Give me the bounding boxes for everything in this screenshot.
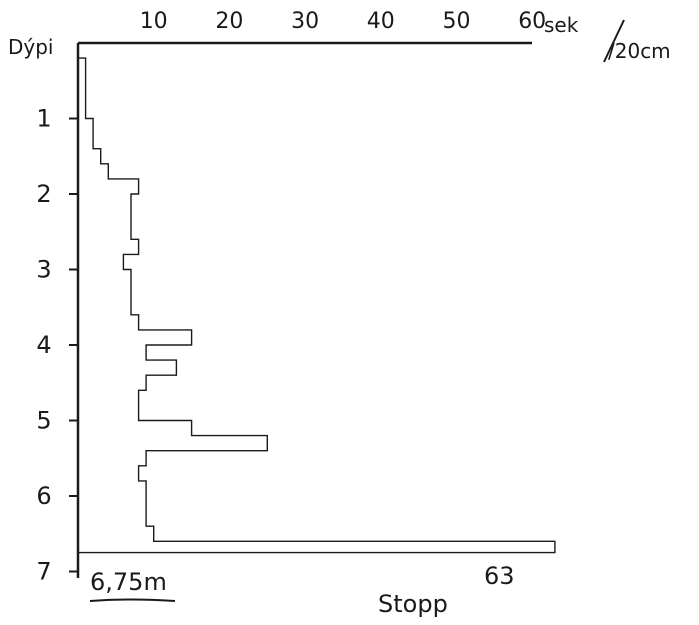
y-tick-label: 4 bbox=[36, 331, 51, 359]
depth-interval-bar bbox=[78, 134, 93, 149]
depth-interval-bar bbox=[78, 164, 108, 179]
x-tick-label: 60 bbox=[518, 9, 546, 34]
y-tick-label: 6 bbox=[36, 482, 51, 510]
step-outline bbox=[78, 57, 556, 554]
x-tick-label: 40 bbox=[367, 9, 395, 34]
depth-interval-bar bbox=[78, 119, 93, 134]
depth-interval-bar bbox=[78, 345, 146, 360]
y-ticks: 1 2 3 4 5 6 7 bbox=[36, 105, 78, 586]
y-tick-label: 2 bbox=[36, 180, 51, 208]
x-tick-labels: 10 20 30 40 50 60 bbox=[140, 9, 547, 34]
x-axis-unit: sek bbox=[544, 13, 579, 37]
y-tick-label: 3 bbox=[36, 256, 51, 284]
y-axis-title: Dýpi bbox=[8, 35, 54, 59]
depth-interval-bar bbox=[78, 421, 192, 436]
unit-slash bbox=[603, 19, 625, 63]
x-tick-label: 30 bbox=[291, 9, 319, 34]
y-tick-label: 5 bbox=[36, 407, 51, 435]
x-tick-label: 10 bbox=[140, 9, 168, 34]
depth-interval-bar bbox=[78, 526, 154, 541]
depth-interval-bar bbox=[78, 224, 131, 239]
depth-interval-bar bbox=[78, 496, 146, 511]
depth-interval-bar bbox=[78, 405, 139, 420]
depth-interval-bar bbox=[78, 360, 176, 375]
depth-interval-bar bbox=[78, 239, 139, 254]
depth-interval-bar bbox=[78, 285, 131, 300]
final-value-label: 63 bbox=[484, 562, 515, 590]
depth-interval-bar bbox=[78, 451, 146, 466]
depth-interval-bar bbox=[78, 390, 139, 405]
depth-interval-bar bbox=[78, 511, 146, 526]
depth-interval-bar bbox=[78, 209, 131, 224]
final-depth-underline bbox=[89, 598, 176, 602]
depth-interval-bar bbox=[78, 436, 267, 451]
depth-interval-bar bbox=[78, 330, 192, 345]
depth-interval-bar bbox=[78, 541, 555, 552]
depth-interval-bar bbox=[78, 254, 123, 269]
y-tick-label: 1 bbox=[36, 105, 51, 133]
depth-interval-bar bbox=[78, 300, 131, 315]
x-tick-label: 20 bbox=[215, 9, 243, 34]
depth-interval-bar bbox=[78, 149, 101, 164]
axes bbox=[76, 41, 532, 578]
y-tick-label: 7 bbox=[36, 558, 51, 586]
depth-interval-bar bbox=[78, 466, 139, 481]
depth-interval-bar bbox=[78, 481, 146, 496]
final-depth-label: 6,75m bbox=[90, 568, 167, 596]
stop-label: Stopp bbox=[378, 590, 448, 618]
x-axis-unit-suffix: /20cm bbox=[608, 39, 671, 63]
depth-interval-bar bbox=[78, 375, 146, 390]
depth-interval-bar bbox=[78, 179, 139, 194]
depth-interval-bar bbox=[78, 315, 139, 330]
depth-interval-bar bbox=[78, 194, 131, 209]
step-profile bbox=[78, 57, 556, 554]
x-tick-label: 50 bbox=[443, 9, 471, 34]
depth-interval-bar bbox=[78, 270, 131, 285]
